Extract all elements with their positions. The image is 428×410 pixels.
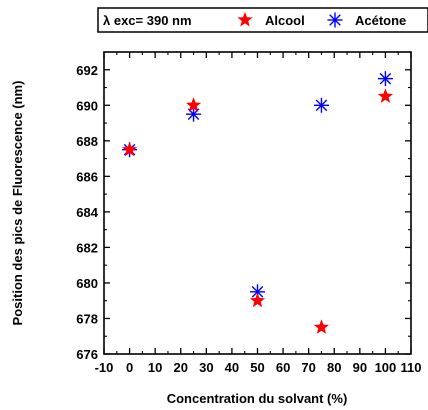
y-tick-label: 678: [76, 311, 98, 326]
y-tick-label: 688: [76, 134, 98, 149]
x-tick-label: 90: [353, 360, 367, 375]
alcool-point: [121, 141, 138, 157]
legend-box: [97, 7, 428, 33]
x-tick-label: 40: [225, 360, 239, 375]
acetone-point: [313, 97, 329, 113]
legend-label: Acétone: [355, 13, 406, 28]
acetone-point: [377, 71, 393, 87]
y-tick-label: 690: [76, 98, 98, 113]
plot-frame: [103, 51, 412, 355]
acetone-point: [250, 284, 265, 300]
x-tick-label: 80: [327, 360, 341, 375]
data-points: [121, 71, 394, 334]
alcool-point: [249, 292, 266, 308]
y-tick-label: 676: [76, 347, 98, 362]
y-tick-label: 692: [76, 63, 98, 78]
legend-marker-acetone: [327, 12, 343, 28]
alcool-point: [313, 319, 330, 334]
x-tick-label: 100: [375, 360, 397, 375]
x-axis: -10 0 10 20 30 40 50 60 70 80 90 100 110: [95, 52, 422, 375]
x-tick-label: 20: [174, 360, 188, 375]
legend-marker-alcool: [237, 12, 253, 27]
x-tick-label: 30: [199, 360, 213, 375]
x-tick-label: 60: [276, 360, 290, 375]
x-tick-label: 10: [148, 360, 162, 375]
legend-title: λ exc= 390 nm: [103, 13, 192, 28]
y-axis: 676 678 680 682 684 686 688 690 692: [76, 51, 411, 362]
y-tick-label: 680: [76, 276, 98, 291]
x-tick-label: -10: [95, 360, 114, 375]
alcool-point: [377, 88, 394, 103]
legend-label: Alcool: [265, 13, 305, 28]
x-tick-label: 0: [126, 360, 133, 375]
y-tick-label: 682: [76, 240, 98, 255]
acetone-point: [186, 106, 202, 122]
x-tick-label: 50: [250, 360, 264, 375]
y-tick-label: 684: [76, 205, 98, 220]
x-tick-label: 110: [401, 360, 422, 375]
y-tick-label: 686: [76, 169, 98, 184]
x-axis-title: Concentration du solvant (%): [167, 391, 348, 406]
x-tick-label: 70: [301, 360, 315, 375]
y-axis-title: Position des pics de Fluorescence (nm): [10, 81, 25, 326]
legend: λ exc= 390 nm Alcool Acétone: [97, 7, 428, 33]
alcool-point: [185, 97, 202, 112]
